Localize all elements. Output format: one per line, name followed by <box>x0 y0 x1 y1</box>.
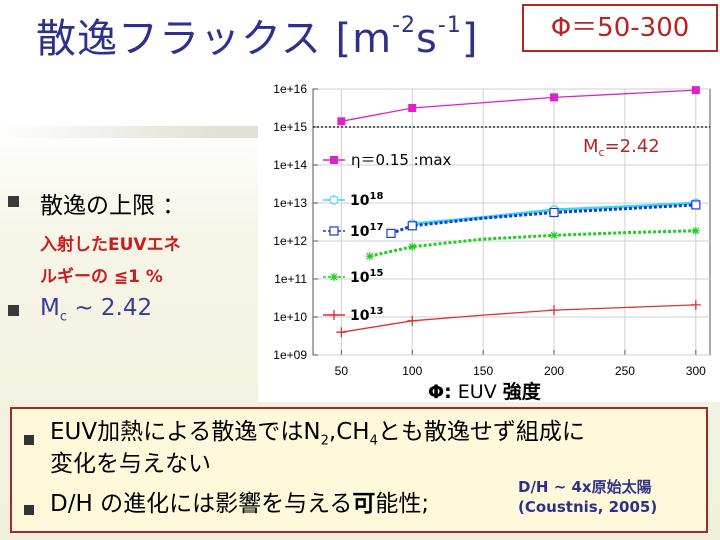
legend-label: 1017 <box>350 222 383 240</box>
flux-chart: 50 100 150 200 250 300 1e+09 1e+10 1e+11 1e+12 1e+… <box>258 72 720 402</box>
data-point <box>549 305 560 316</box>
legend-marker <box>329 226 339 236</box>
x-axis-caption: Φ: EUV 強度 <box>428 381 541 403</box>
x-tick-label: 300 <box>686 364 706 378</box>
dh-note: D/H ~ 4x原始太陽 (Coustnis, 2005) <box>518 478 658 516</box>
conclusion-line3: D/H の進化には影響を与える可能性; <box>50 491 430 517</box>
series-line <box>341 304 696 333</box>
data-point <box>407 221 417 231</box>
legend-marker <box>329 195 339 205</box>
legend-label: 1015 <box>350 268 383 286</box>
escape-limit-line2: ルギーの ≦1 % <box>40 267 163 287</box>
escape-limit-line1: 入射したEUVエネ <box>40 235 181 255</box>
legend-label: 1018 <box>350 191 383 209</box>
data-point <box>407 315 418 326</box>
data-point <box>690 299 701 310</box>
escape-limit-heading: 散逸の上限 ： <box>40 193 186 219</box>
phi-range-box: Φ＝50-300 <box>522 4 718 52</box>
legend-marker <box>330 156 338 164</box>
bullet-square-icon <box>8 305 19 316</box>
data-point <box>549 207 559 218</box>
data-point <box>336 327 347 338</box>
series-line <box>341 89 696 122</box>
x-tick-label: 150 <box>473 364 493 378</box>
data-point <box>691 200 701 210</box>
y-tick-label: 1e+12 <box>273 234 307 248</box>
x-tick-label: 50 <box>335 364 349 378</box>
conclusion-box: EUV加熱による散逸ではN2,CH4とも散逸せず組成に 変化を与えない D/H … <box>10 407 708 533</box>
page-title: 散逸フラックス [m-2s-1] <box>36 12 479 62</box>
plot-frame <box>312 88 711 356</box>
series-line <box>369 229 696 258</box>
x-tick-label: 200 <box>544 364 564 378</box>
legend-label: 1013 <box>350 306 383 324</box>
data-point <box>386 228 396 238</box>
bullet-square-icon <box>24 505 34 515</box>
mc-value: Mc ~ 2.42 <box>40 295 153 325</box>
data-point <box>365 252 374 261</box>
bullet-square-icon <box>24 435 34 445</box>
data-point <box>691 86 700 95</box>
bullet-square-icon <box>8 196 19 207</box>
y-tick-label: 1e+10 <box>273 310 307 324</box>
data-point <box>408 242 417 251</box>
data-point <box>691 226 700 235</box>
data-point <box>408 104 417 112</box>
x-tick-label: 250 <box>615 364 635 378</box>
legend-label: η＝0.15 :max <box>351 151 452 169</box>
y-tick-label: 1e+16 <box>273 82 307 96</box>
series-line <box>390 203 696 235</box>
y-tick-label: 1e+11 <box>274 272 307 286</box>
data-point <box>550 231 559 240</box>
mc-annotation: Mc=2.42 <box>583 136 660 159</box>
y-tick-label: 1e+13 <box>273 196 307 210</box>
y-tick-label: 1e+15 <box>273 120 307 134</box>
flux-chart-svg: 50 100 150 200 250 300 1e+09 1e+10 1e+11 1e+12 1e+… <box>273 82 711 378</box>
y-tick-label: 1e+14 <box>273 158 307 172</box>
y-tick-label: 1e+09 <box>273 348 307 362</box>
conclusion-line1: EUV加熱による散逸ではN2,CH4とも散逸せず組成に <box>50 419 585 449</box>
x-tick-label: 100 <box>402 364 422 378</box>
legend-marker <box>330 273 338 281</box>
conclusion-line2: 変化を与えない <box>50 451 211 477</box>
legend-marker <box>329 310 339 320</box>
data-point <box>550 93 559 102</box>
data-point <box>337 117 346 126</box>
